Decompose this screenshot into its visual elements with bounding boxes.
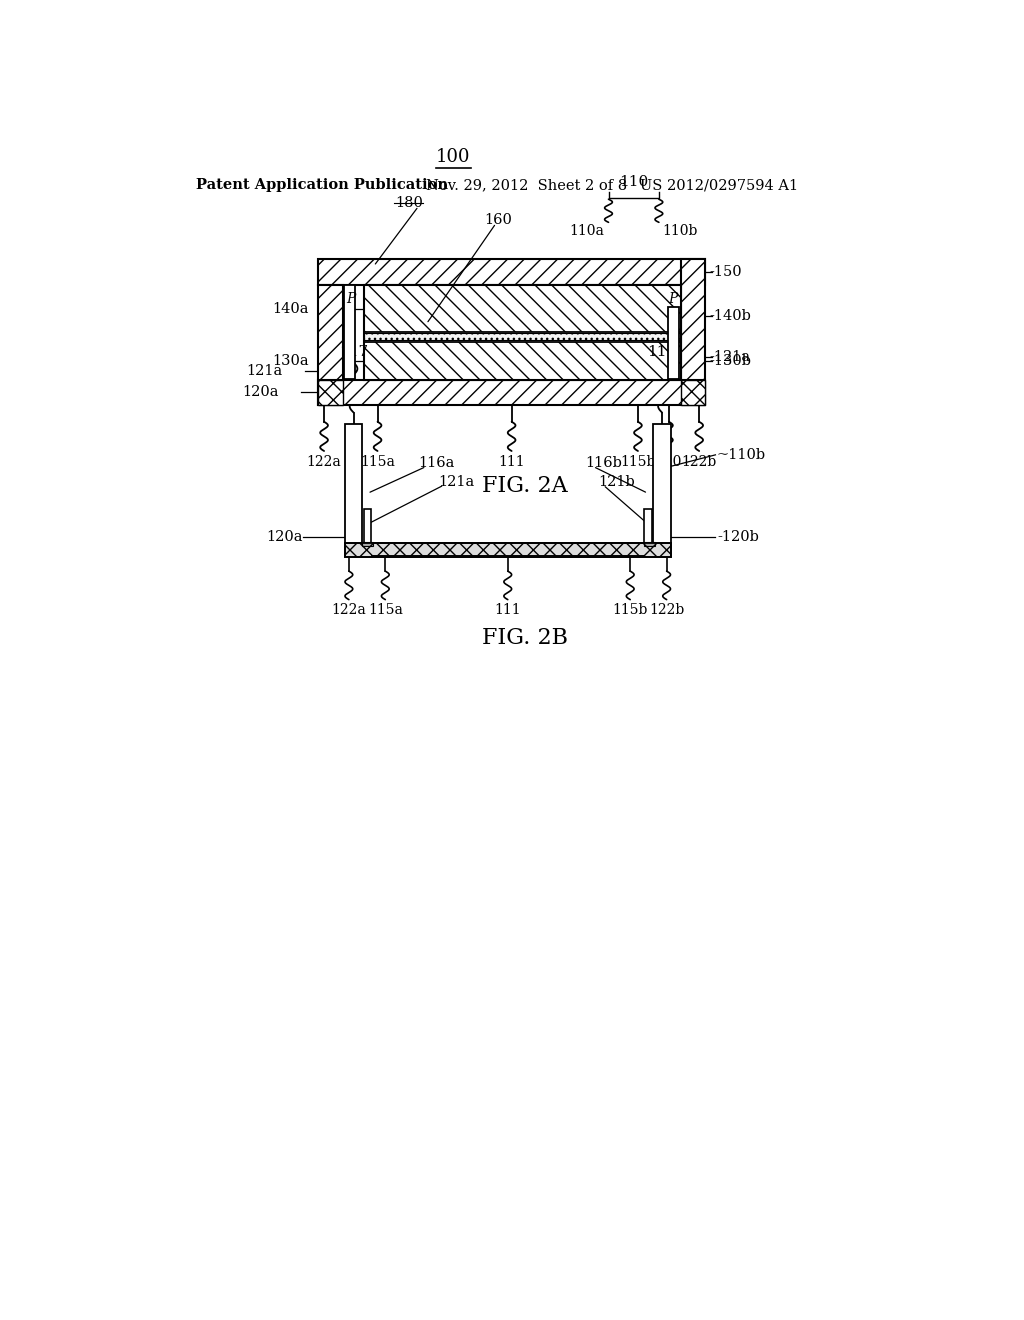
Bar <box>317 259 706 285</box>
Text: 117: 117 <box>339 345 368 359</box>
Text: -120b: -120b <box>717 531 759 544</box>
Bar <box>669 308 679 379</box>
Text: ~110b: ~110b <box>717 447 766 462</box>
Text: 121a: 121a <box>438 475 474 488</box>
Bar <box>317 380 706 405</box>
Bar <box>644 541 655 546</box>
Text: -150: -150 <box>710 265 741 280</box>
Text: 121a: 121a <box>247 364 283 378</box>
Text: 122a: 122a <box>332 603 367 618</box>
Text: 115b: 115b <box>612 603 648 618</box>
Text: 130a: 130a <box>272 354 308 368</box>
Text: Nov. 29, 2012  Sheet 2 of 8: Nov. 29, 2012 Sheet 2 of 8 <box>426 178 628 193</box>
Text: 140a: 140a <box>272 301 308 315</box>
Text: FIG. 2A: FIG. 2A <box>482 475 567 496</box>
Bar <box>317 380 343 405</box>
Bar <box>364 508 372 544</box>
Text: 121b: 121b <box>598 475 635 488</box>
Bar <box>362 541 373 546</box>
Text: -130b: -130b <box>710 354 752 368</box>
Text: 120a: 120a <box>266 531 302 544</box>
Text: US 2012/0297594 A1: US 2012/0297594 A1 <box>640 178 798 193</box>
Bar <box>345 424 362 544</box>
Text: 110: 110 <box>618 176 648 189</box>
Text: Patent Application Publication: Patent Application Publication <box>197 178 449 193</box>
Bar <box>681 259 706 405</box>
Bar <box>365 285 681 331</box>
Text: -140b: -140b <box>710 309 752 323</box>
Bar <box>345 544 671 557</box>
Text: 120: 120 <box>655 455 682 469</box>
Text: 122a: 122a <box>307 455 341 469</box>
Text: 160: 160 <box>484 213 512 227</box>
Bar <box>365 333 681 341</box>
Text: 122b: 122b <box>682 455 717 469</box>
Bar <box>365 285 681 380</box>
Text: P: P <box>346 292 355 306</box>
Text: 115a: 115a <box>368 603 402 618</box>
Bar <box>681 380 706 405</box>
Text: 117: 117 <box>647 345 677 359</box>
Text: 180: 180 <box>395 197 423 210</box>
Text: 111: 111 <box>495 603 521 618</box>
Text: 111: 111 <box>499 455 525 469</box>
Bar <box>365 342 681 380</box>
Text: 110b: 110b <box>663 224 698 238</box>
Bar <box>644 508 652 544</box>
Text: 122b: 122b <box>649 603 684 618</box>
Text: 116b: 116b <box>586 455 623 470</box>
Bar <box>345 544 671 557</box>
Text: FIG. 2B: FIG. 2B <box>482 627 567 649</box>
Text: -121a: -121a <box>710 350 751 364</box>
Text: 116a: 116a <box>419 455 455 470</box>
Text: 115a: 115a <box>360 455 395 469</box>
Bar <box>653 424 671 544</box>
Text: 110a: 110a <box>569 224 604 238</box>
Text: 100: 100 <box>436 148 471 166</box>
Bar <box>317 285 343 405</box>
Bar <box>344 285 355 379</box>
Text: P: P <box>668 292 678 306</box>
Text: 115b: 115b <box>621 455 655 469</box>
Text: 120a: 120a <box>243 385 280 400</box>
